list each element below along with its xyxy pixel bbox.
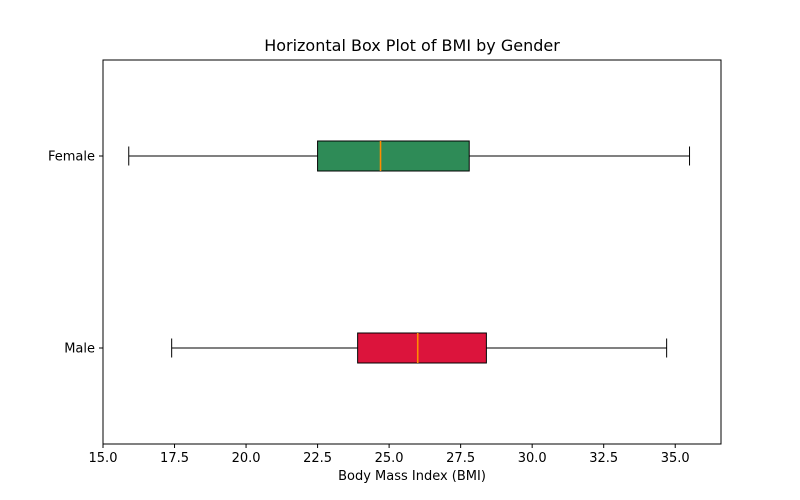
x-tick-label: 30.0	[518, 451, 547, 466]
x-tick-label: 32.5	[589, 451, 618, 466]
x-tick-label: 25.0	[375, 451, 404, 466]
x-axis-label: Body Mass Index (BMI)	[338, 469, 486, 484]
x-tick-label: 22.5	[303, 451, 332, 466]
box-male	[357, 332, 487, 364]
x-tick-label: 35.0	[661, 451, 690, 466]
plot-border	[102, 59, 722, 445]
x-tick-label: 17.5	[160, 451, 189, 466]
x-tick-label: 20.0	[232, 451, 261, 466]
chart-title: Horizontal Box Plot of BMI by Gender	[264, 36, 560, 55]
x-tick-label: 27.5	[446, 451, 475, 466]
y-tick-label: Female	[48, 150, 95, 165]
box-female	[317, 140, 470, 172]
x-tick-label: 15.0	[89, 451, 118, 466]
y-tick-label: Male	[64, 342, 95, 357]
